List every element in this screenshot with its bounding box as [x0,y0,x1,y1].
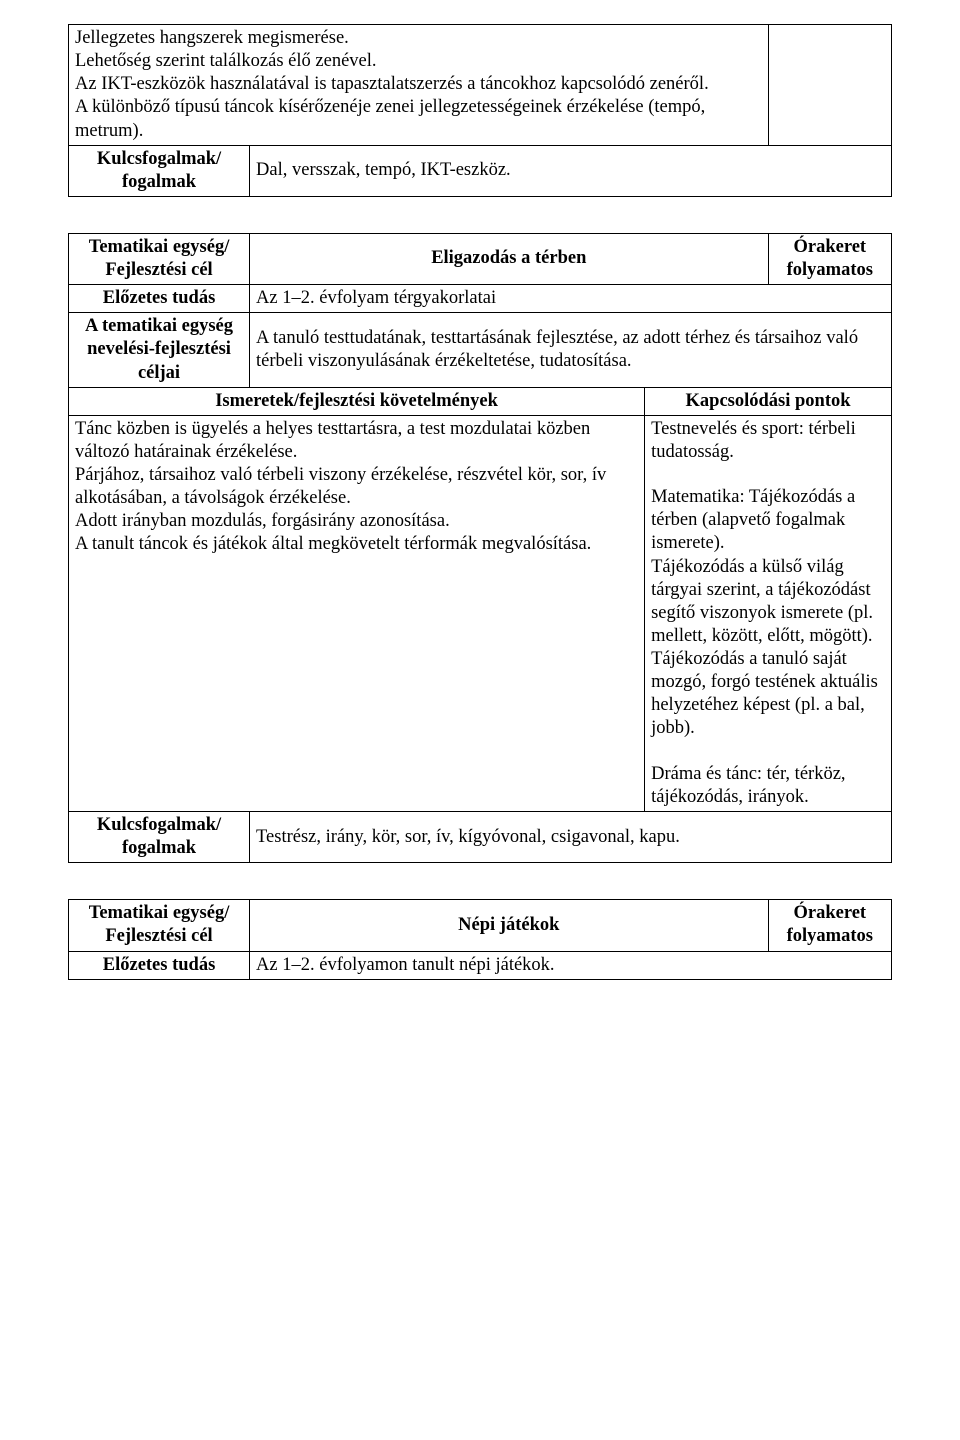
tematikai-label3: Tematikai egység/ Fejlesztési cél [69,900,250,951]
elozetes-value3: Az 1–2. évfolyamon tanult népi játékok. [250,951,892,979]
celjai-label: A tematikai egység nevelési-fejlesztési … [69,313,250,387]
celjai-value: A tanuló testtudatának, testtartásának f… [250,313,892,387]
table-row: Tematikai egység/ Fejlesztési cél Eligaz… [69,233,892,284]
intro-line: Lehetőség szerint találkozás élő zenével… [75,50,762,73]
table-row: Tánc közben is ügyelés a helyes testtart… [69,415,892,811]
elozetes-label: Előzetes tudás [69,285,250,313]
tematikai-title3: Népi játékok [250,900,769,951]
body-line: Tánc közben is ügyelés a helyes testtart… [75,418,638,464]
kulcs2-value: Testrész, irány, kör, sor, ív, kígyóvona… [250,812,892,863]
kulcs2-label: Kulcsfogalmak/ fogalmak [69,812,250,863]
table-row: A tematikai egység nevelési-fejlesztési … [69,313,892,387]
orakeret3: Órakeret folyamatos [768,900,891,951]
body-line: Testnevelés és sport: térbeli tudatosság… [651,418,885,464]
tematikai-title: Eligazodás a térben [250,233,769,284]
body-line: Tájékozódás a tanuló saját mozgó, forgó … [651,648,885,741]
spacer [68,197,892,233]
tematikai-label: Tematikai egység/ Fejlesztési cél [69,233,250,284]
table-eligazodas: Tematikai egység/ Fejlesztési cél Eligaz… [68,233,892,388]
body-line: Adott irányban mozdulás, forgásirány azo… [75,510,638,533]
elozetes-label3: Előzetes tudás [69,951,250,979]
table-kulcs2: Kulcsfogalmak/ fogalmak Testrész, irány,… [68,812,892,863]
body-line: Tájékozódás a külső világ tárgyai szerin… [651,556,885,649]
intro-line: A különböző típusú táncok kísérőzenéje z… [75,96,762,142]
body-line: A tanult táncok és játékok által megköve… [75,533,638,556]
table-row: Kulcsfogalmak/ fogalmak Testrész, irány,… [69,812,892,863]
body-line: Dráma és tánc: tér, térköz, tájékozódás,… [651,763,885,809]
kapcsolodasi-body: Testnevelés és sport: térbeli tudatosság… [645,415,892,811]
body-line: Matematika: Tájékozódás a térben (alapve… [651,486,885,555]
blank-line [651,741,885,763]
kulcs-label: Kulcsfogalmak/ fogalmak [69,145,250,196]
table-row: Előzetes tudás Az 1–2. évfolyam térgyako… [69,285,892,313]
ismeretek-body: Tánc közben is ügyelés a helyes testtart… [69,415,645,811]
intro-cell: Jellegzetes hangszerek megismerése. Lehe… [69,25,769,146]
kulcs-value: Dal, versszak, tempó, IKT-eszköz. [250,145,892,196]
elozetes-value: Az 1–2. évfolyam térgyakorlatai [250,285,892,313]
blank-line [651,464,885,486]
kapcsolodasi-header: Kapcsolódási pontok [645,388,892,416]
intro-line: Jellegzetes hangszerek megismerése. [75,27,762,50]
empty-cell [768,25,891,146]
table-row: Kulcsfogalmak/ fogalmak Dal, versszak, t… [69,145,892,196]
ismeretek-header: Ismeretek/fejlesztési követelmények [69,388,645,416]
table-intro: Jellegzetes hangszerek megismerése. Lehe… [68,24,892,197]
table-row: Jellegzetes hangszerek megismerése. Lehe… [69,25,892,146]
orakeret: Órakeret folyamatos [768,233,891,284]
table-nepijatekok: Tematikai egység/ Fejlesztési cél Népi j… [68,899,892,979]
table-row: Előzetes tudás Az 1–2. évfolyamon tanult… [69,951,892,979]
table-ismeretek: Ismeretek/fejlesztési követelmények Kapc… [68,388,892,812]
intro-line: Az IKT-eszközök használatával is tapaszt… [75,73,762,96]
table-row: Tematikai egység/ Fejlesztési cél Népi j… [69,900,892,951]
spacer [68,863,892,899]
table-row: Ismeretek/fejlesztési követelmények Kapc… [69,388,892,416]
body-line: Párjához, társaihoz való térbeli viszony… [75,464,638,510]
